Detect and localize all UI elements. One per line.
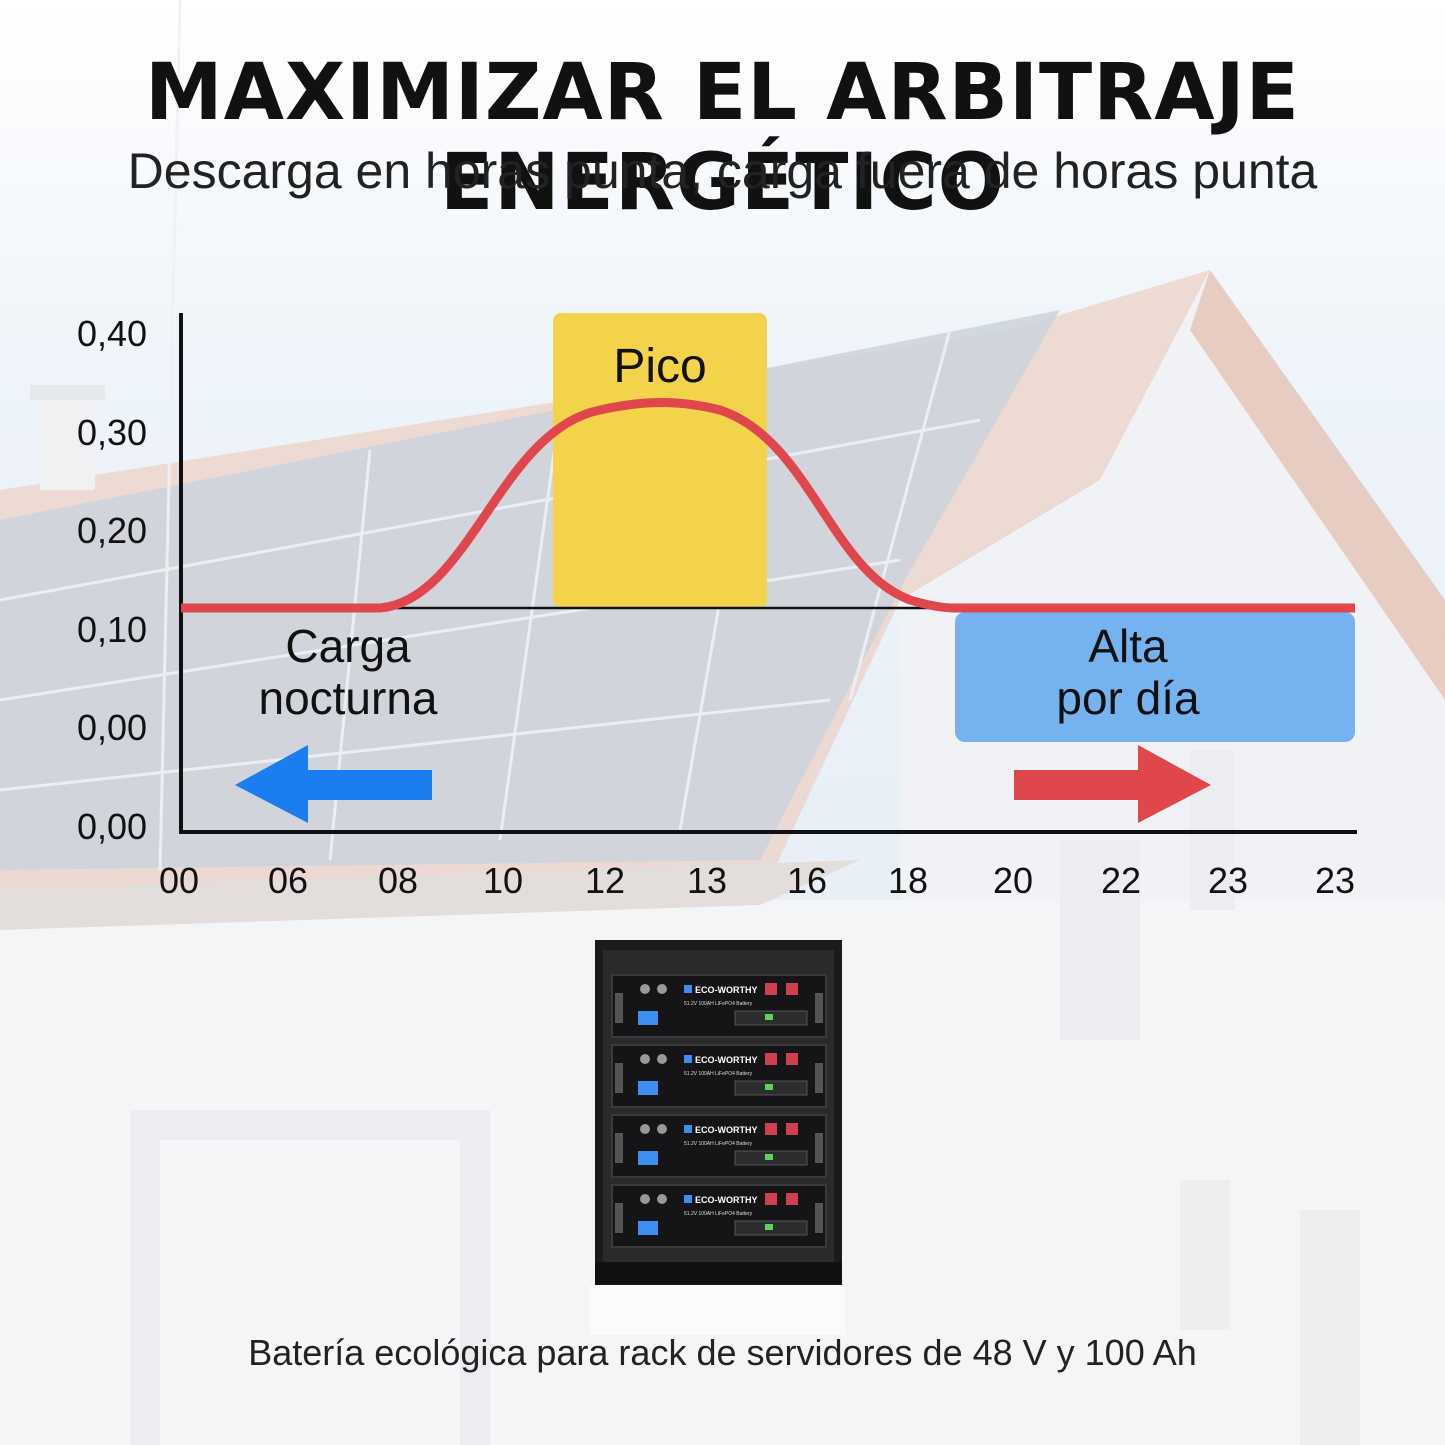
y-tick-label: 0,40: [77, 313, 147, 354]
x-axis-ticks: 00 06 08 10 12 13 16 18 20 22 23 23: [159, 860, 1355, 901]
peak-label: Pico: [613, 340, 706, 393]
x-tick-label: 12: [585, 860, 625, 901]
y-tick-label: 0,00: [77, 707, 147, 748]
x-tick-label: 22: [1101, 860, 1141, 901]
page-title: MAXIMIZAR EL ARBITRAJE ENERGÉTICO: [145, 48, 1300, 228]
x-tick-label: 13: [687, 860, 727, 901]
night-charge-label-line2: nocturna: [258, 672, 437, 724]
arrow-left-icon: [235, 745, 432, 823]
arrow-right-icon: [1014, 745, 1211, 823]
high-tariff-label-line1: Alta: [1088, 620, 1168, 672]
page-subtitle: Descarga en horas punta, carga fuera de …: [127, 143, 1318, 199]
x-tick-label: 18: [888, 860, 928, 901]
x-tick-label: 00: [159, 860, 199, 901]
high-tariff-label-line2: por día: [1056, 672, 1200, 724]
x-tick-label: 16: [787, 860, 827, 901]
x-tick-label: 23: [1315, 860, 1355, 901]
x-tick-label: 23: [1208, 860, 1248, 901]
y-tick-label: 0,10: [77, 609, 147, 650]
x-tick-label: 20: [993, 860, 1033, 901]
x-tick-label: 10: [483, 860, 523, 901]
y-tick-label: 0,00: [77, 806, 147, 847]
peak-box: [553, 313, 767, 608]
y-tick-label: 0,20: [77, 510, 147, 551]
x-tick-label: 08: [378, 860, 418, 901]
y-tick-label: 0,30: [77, 412, 147, 453]
battery-caption: Batería ecológica para rack de servidore…: [248, 1332, 1197, 1373]
high-tariff-box: [955, 612, 1355, 742]
night-charge-label-line1: Carga: [285, 620, 411, 672]
price-curve: [181, 398, 1355, 613]
y-axis-ticks: 0,40 0,30 0,20 0,10 0,00 0,00: [77, 313, 147, 847]
x-tick-label: 06: [268, 860, 308, 901]
